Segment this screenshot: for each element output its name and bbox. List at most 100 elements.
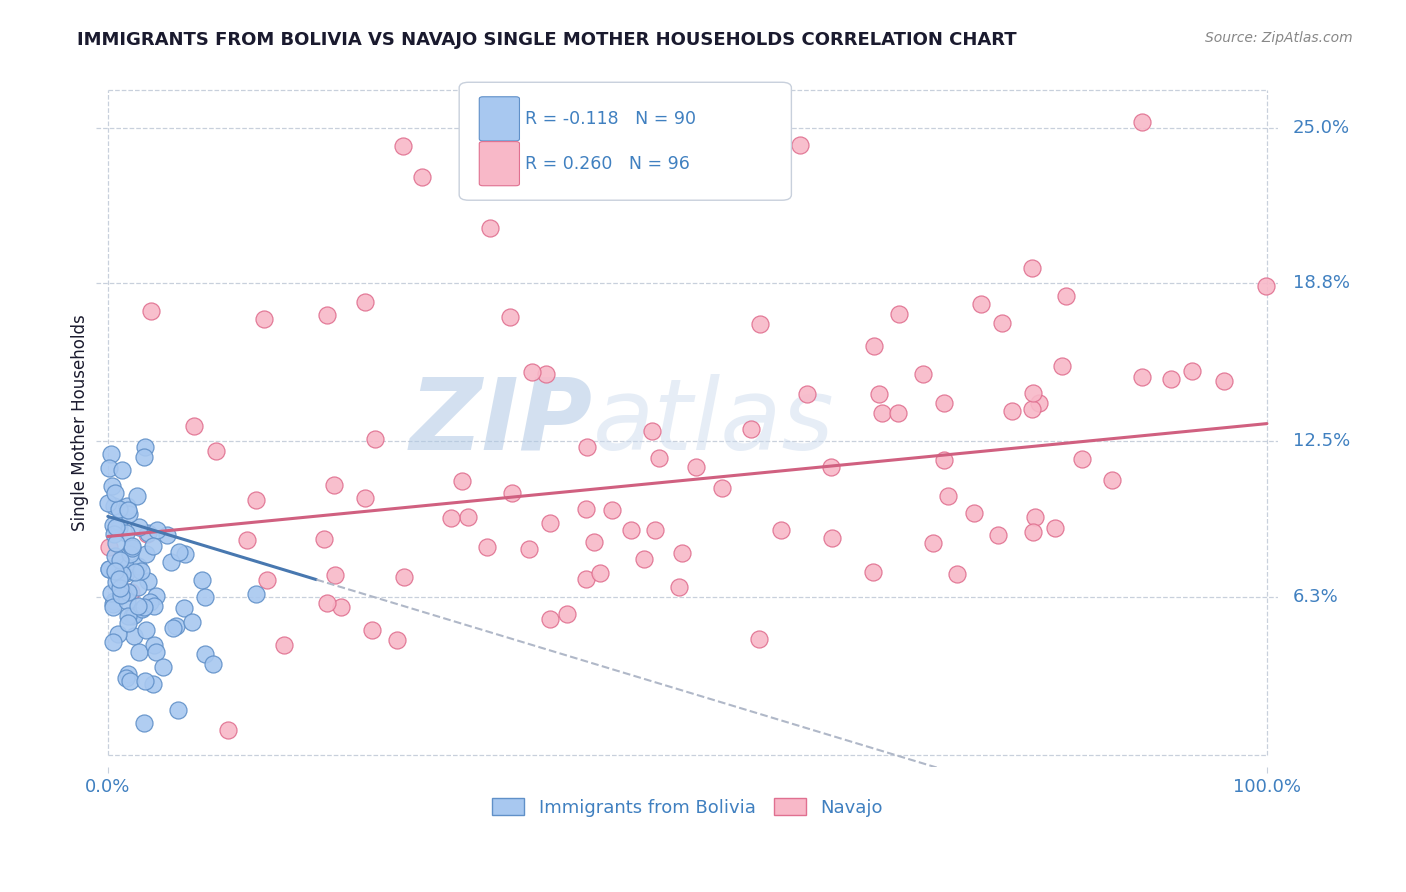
Point xyxy=(139,595,162,609)
Point xyxy=(217,723,239,737)
Legend: Immigrants from Bolivia, Navajo: Immigrants from Bolivia, Navajo xyxy=(485,790,890,824)
Point xyxy=(162,621,184,635)
Point xyxy=(870,406,893,420)
Point xyxy=(740,422,762,436)
Point xyxy=(1028,396,1050,410)
Point xyxy=(385,632,408,647)
Point xyxy=(749,317,772,331)
Point xyxy=(143,638,166,652)
Point xyxy=(478,221,501,235)
Point xyxy=(633,551,655,566)
Point xyxy=(517,542,540,557)
Point xyxy=(118,547,141,561)
Point xyxy=(946,567,969,582)
Point xyxy=(1000,404,1022,418)
Point xyxy=(1101,473,1123,487)
Point xyxy=(256,573,278,587)
Point xyxy=(748,632,770,646)
Point xyxy=(160,555,183,569)
Point xyxy=(991,316,1014,330)
Point xyxy=(316,596,339,610)
Point xyxy=(97,496,120,510)
Text: 18.8%: 18.8% xyxy=(1292,274,1350,293)
Point xyxy=(156,528,179,542)
Point xyxy=(100,446,122,460)
Point xyxy=(100,479,122,493)
Point xyxy=(103,500,125,514)
Point xyxy=(108,521,131,535)
Point xyxy=(887,406,910,420)
Point xyxy=(392,139,415,153)
Text: R = 0.260   N = 96: R = 0.260 N = 96 xyxy=(526,154,690,173)
Point xyxy=(117,666,139,681)
Point xyxy=(104,549,127,563)
Point xyxy=(620,523,643,537)
Point xyxy=(142,540,165,554)
Point xyxy=(863,339,886,353)
Point xyxy=(245,587,267,601)
Point xyxy=(115,566,138,580)
Point xyxy=(121,539,143,553)
Point xyxy=(105,536,128,550)
Point xyxy=(536,367,558,381)
Point xyxy=(668,580,690,594)
FancyBboxPatch shape xyxy=(479,96,519,141)
Point xyxy=(575,502,598,516)
Point xyxy=(361,623,384,637)
Point xyxy=(152,660,174,674)
Point xyxy=(253,312,276,326)
Point xyxy=(127,558,149,573)
Point xyxy=(364,432,387,446)
Point xyxy=(1212,374,1234,388)
Text: IMMIGRANTS FROM BOLIVIA VS NAVAJO SINGLE MOTHER HOUSEHOLDS CORRELATION CHART: IMMIGRANTS FROM BOLIVIA VS NAVAJO SINGLE… xyxy=(77,31,1017,49)
Point xyxy=(114,559,136,574)
Point xyxy=(121,541,143,556)
Text: 25.0%: 25.0% xyxy=(1292,119,1350,136)
Point xyxy=(912,367,935,381)
FancyBboxPatch shape xyxy=(479,142,519,186)
Point xyxy=(115,525,138,540)
Point xyxy=(143,599,166,613)
Point xyxy=(1022,524,1045,539)
Point xyxy=(122,607,145,622)
Point xyxy=(450,474,472,488)
Point xyxy=(648,450,671,465)
Point xyxy=(499,310,522,325)
Text: Source: ZipAtlas.com: Source: ZipAtlas.com xyxy=(1205,31,1353,45)
Point xyxy=(127,599,149,613)
Point xyxy=(129,564,152,578)
Point xyxy=(191,573,214,587)
Point xyxy=(100,586,122,600)
Point xyxy=(97,562,120,576)
Point xyxy=(131,602,153,616)
Point xyxy=(165,619,187,633)
Point xyxy=(575,572,598,586)
Point xyxy=(121,609,143,624)
Point xyxy=(392,570,415,584)
Point xyxy=(970,297,993,311)
Point xyxy=(107,502,129,516)
Point xyxy=(323,568,346,582)
Point xyxy=(111,463,134,477)
Point xyxy=(136,527,159,541)
Point xyxy=(132,599,155,614)
Text: atlas: atlas xyxy=(593,374,834,471)
Point xyxy=(1021,261,1043,276)
Point xyxy=(557,607,579,622)
Point xyxy=(105,575,128,590)
Point xyxy=(110,553,132,567)
Point xyxy=(1132,370,1154,384)
Y-axis label: Single Mother Households: Single Mother Households xyxy=(72,314,89,531)
Text: R = -0.118   N = 90: R = -0.118 N = 90 xyxy=(526,110,696,128)
Point xyxy=(245,492,267,507)
Point xyxy=(411,170,433,185)
Point xyxy=(127,580,149,594)
Point xyxy=(117,585,139,599)
Point xyxy=(600,502,623,516)
Point xyxy=(114,671,136,685)
Point xyxy=(107,572,129,586)
Point xyxy=(1052,359,1074,373)
Point xyxy=(1181,364,1204,378)
Point xyxy=(193,647,215,661)
Point xyxy=(316,308,339,322)
